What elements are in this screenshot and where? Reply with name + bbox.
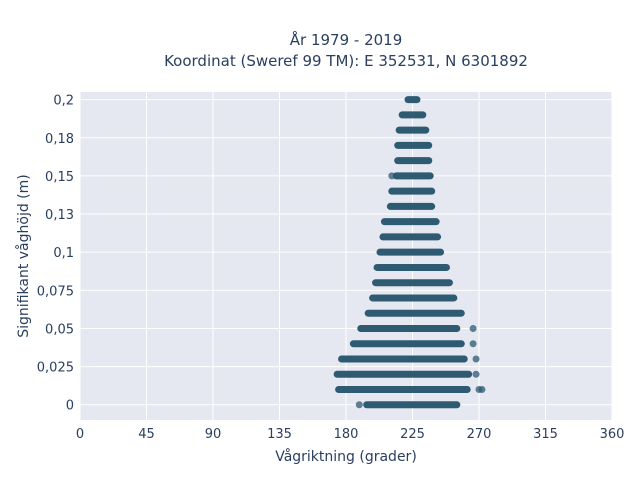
x-tick-label: 225: [400, 427, 425, 442]
x-tick-label: 315: [533, 427, 558, 442]
x-tick-label: 270: [467, 427, 492, 442]
outlier-point: [472, 355, 480, 363]
grid-lines: [79, 92, 613, 420]
y-tick-label: 0,075: [37, 284, 74, 299]
y-tick-label: 0: [66, 399, 74, 414]
chart-title-line1: År 1979 - 2019: [290, 30, 403, 49]
outlier-point: [469, 340, 477, 348]
outlier-point: [388, 172, 396, 180]
x-tick-label: 45: [138, 427, 155, 442]
y-axis-title: Signifikant våghöjd (m): [15, 174, 32, 337]
x-tick-label: 180: [334, 427, 359, 442]
y-axis-ticks: 0 0,025 0,05 0,075 0,1 0,13 0,15 0,18 0,2: [37, 94, 74, 414]
y-tick-label: 0,2: [53, 94, 74, 109]
y-tick-label: 0,18: [45, 132, 74, 147]
x-tick-label: 0: [76, 427, 84, 442]
x-tick-label: 360: [600, 427, 625, 442]
x-axis-title: Vågriktning (grader): [275, 448, 417, 465]
y-tick-label: 0,05: [45, 322, 74, 337]
x-tick-label: 135: [267, 427, 292, 442]
y-tick-label: 0,15: [45, 170, 74, 185]
outlier-point: [469, 324, 477, 332]
x-tick-label: 90: [205, 427, 222, 442]
y-tick-label: 0,1: [53, 246, 74, 261]
outlier-point: [355, 401, 363, 409]
outlier-point: [472, 370, 480, 378]
y-tick-label: 0,025: [37, 361, 74, 376]
x-axis-ticks: 0 45 90 135 180 225 270 315 360: [76, 427, 625, 442]
chart-title-line2: Koordinat (Sweref 99 TM): E 352531, N 63…: [164, 52, 528, 70]
outlier-point: [478, 385, 486, 393]
y-tick-label: 0,13: [45, 208, 74, 223]
data-points: [333, 96, 486, 409]
